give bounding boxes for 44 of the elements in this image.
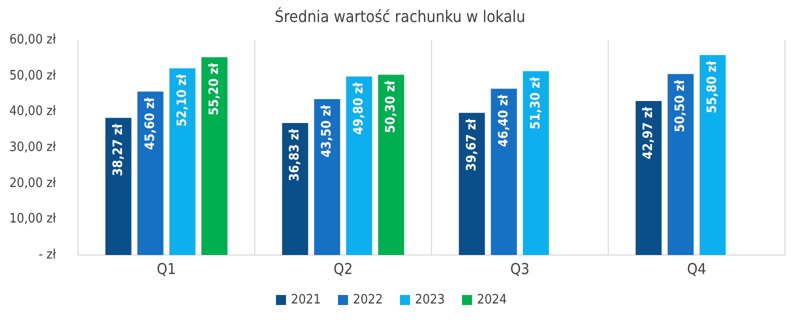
bar bbox=[636, 101, 662, 255]
data-label: 55,20 zł bbox=[206, 62, 222, 116]
data-label: 50,30 zł bbox=[384, 80, 399, 133]
y-tick-label: 40,00 zł bbox=[9, 104, 57, 120]
bar bbox=[346, 76, 372, 255]
bar bbox=[282, 123, 308, 255]
data-label: 49,80 zł bbox=[352, 82, 367, 135]
y-tick-label: - zł bbox=[38, 248, 57, 262]
bar bbox=[378, 74, 404, 255]
x-tick-label: Q2 bbox=[334, 260, 353, 278]
data-label: 36,83 zł bbox=[288, 128, 303, 182]
bar bbox=[668, 74, 694, 255]
y-tick-label: 30,00 zł bbox=[9, 140, 57, 155]
data-label: 52,10 zł bbox=[174, 74, 190, 127]
data-label: 42,97 zł bbox=[641, 106, 656, 160]
bar bbox=[105, 118, 132, 255]
bar bbox=[522, 71, 549, 255]
legend-label: 2021 bbox=[291, 292, 321, 308]
data-label: 43,50 zł bbox=[320, 104, 335, 158]
legend-label: 2023 bbox=[415, 292, 445, 308]
bar bbox=[201, 57, 228, 255]
data-label: 46,40 zł bbox=[496, 94, 512, 147]
y-tick-label: 10,00 zł bbox=[9, 212, 57, 227]
bar bbox=[137, 92, 164, 255]
x-tick-label: Q4 bbox=[687, 260, 706, 278]
x-tick-label: Q3 bbox=[510, 260, 530, 278]
y-tick-label: 20,00 zł bbox=[9, 176, 57, 191]
data-label: 39,67 zł bbox=[464, 118, 480, 172]
data-label: 50,50 zł bbox=[673, 79, 688, 132]
legend-label: 2024 bbox=[477, 292, 507, 308]
bar bbox=[458, 112, 485, 255]
bar bbox=[700, 55, 726, 255]
bar bbox=[314, 99, 340, 255]
data-label: 55,80 zł bbox=[705, 60, 720, 114]
legend-label: 2022 bbox=[353, 292, 383, 308]
y-tick-label: 60,00 zł bbox=[9, 32, 57, 48]
data-label: 51,30 zł bbox=[528, 76, 544, 130]
x-tick-label: Q1 bbox=[156, 260, 176, 278]
data-label: 45,60 zł bbox=[142, 96, 158, 150]
data-label: 38,27 zł bbox=[110, 123, 126, 176]
bar bbox=[490, 88, 517, 255]
y-tick-label: 50,00 zł bbox=[9, 68, 57, 84]
bar bbox=[169, 68, 196, 255]
chart-title: Średnia wartość rachunku w lokalu bbox=[274, 7, 526, 26]
